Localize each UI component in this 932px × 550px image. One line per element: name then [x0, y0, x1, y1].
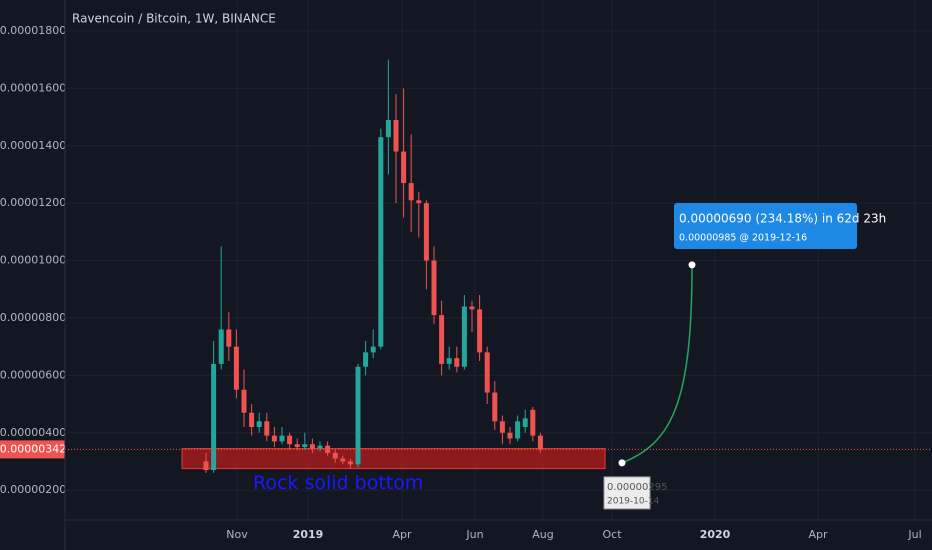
candle-body [416, 200, 422, 204]
start-date: 2019-10-14 [607, 496, 660, 506]
y-tick-label: 0.00001400 [0, 139, 66, 152]
candle-body [522, 418, 528, 428]
candle-body [446, 358, 452, 364]
candle-body [408, 183, 414, 201]
candle-body [340, 458, 346, 462]
y-tick-label: 0.00000600 [0, 368, 66, 381]
candle-body [507, 432, 513, 439]
candle-body [226, 329, 232, 347]
last-price-label: 0.00000342 [0, 442, 66, 455]
candle-body [302, 444, 308, 448]
candle-body [211, 363, 217, 471]
candle-body [249, 412, 255, 428]
candles [203, 59, 543, 473]
x-tick-label: Oct [602, 528, 622, 541]
candle-body [363, 352, 369, 367]
candle-body [309, 444, 315, 449]
candle-body [287, 435, 293, 445]
x-tick-label: Aug [532, 528, 553, 541]
candle-body [393, 119, 399, 152]
candle-body [401, 151, 407, 184]
y-tick-label: 0.00001200 [0, 196, 66, 209]
x-tick-label: Jul [907, 528, 921, 541]
candle-body [477, 309, 483, 353]
target-box [674, 203, 857, 249]
y-tick-label: 0.00001000 [0, 254, 66, 267]
x-tick-label: Apr [392, 528, 412, 541]
candle-body [317, 445, 323, 449]
x-tick-label: 2020 [700, 528, 731, 541]
candle-body [294, 444, 300, 448]
candle-body [537, 435, 543, 450]
candle-body [469, 306, 475, 310]
candle-body [355, 366, 361, 465]
chart-title: Ravencoin / Bitcoin, 1W, BINANCE [72, 12, 276, 26]
x-tick-label: 2019 [293, 528, 324, 541]
start-box [603, 476, 651, 510]
candle-body [499, 421, 505, 433]
candle-body [279, 435, 285, 442]
candle-body [325, 445, 331, 453]
candle-body [332, 452, 338, 459]
candle-body [461, 306, 467, 367]
candle-body [492, 392, 498, 422]
candle-body [530, 409, 536, 436]
zone-label: Rock solid bottom [253, 472, 423, 494]
y-tick-label: 0.00000800 [0, 311, 66, 324]
candle-body [385, 119, 391, 138]
candle-body [370, 346, 376, 353]
candle-body [515, 421, 521, 439]
y-tick-label: 0.00001800 [0, 24, 66, 37]
y-tick-label: 0.00001600 [0, 81, 66, 94]
last-price-tag [0, 440, 65, 459]
y-tick-label: 0.00000400 [0, 426, 66, 439]
x-tick-label: Nov [226, 528, 248, 541]
candle-body [484, 352, 490, 393]
candle-body [378, 137, 384, 347]
x-tick-label: Jun [465, 528, 483, 541]
projection-summary: 0.00000690 (234.18%) in 62d 23h [679, 212, 886, 226]
candle-body [454, 358, 460, 367]
candle-body [233, 346, 239, 390]
projection-curve [621, 264, 693, 464]
x-tick-label: Apr [808, 528, 828, 541]
candle-body [439, 315, 445, 364]
candle-body [203, 461, 209, 471]
candle-body [347, 461, 353, 465]
candle-body [423, 203, 429, 261]
overlays: Rock solid bottom 0.00000342 0.00000295 201… [0, 203, 932, 510]
candle-body [256, 421, 262, 428]
projection-end [688, 261, 696, 269]
candle-body [271, 435, 277, 442]
candle-body [431, 260, 437, 316]
projection-target: 0.00000985 @ 2019-12-16 [679, 233, 807, 244]
grid [65, 0, 932, 520]
start-price: 0.00000295 [607, 482, 667, 493]
candle-body [218, 329, 224, 364]
projection-start [618, 459, 626, 467]
support-zone [181, 448, 606, 470]
y-tick-label: 0.00000200 [0, 483, 66, 496]
candle-body [241, 389, 247, 413]
candle-body [264, 421, 270, 436]
